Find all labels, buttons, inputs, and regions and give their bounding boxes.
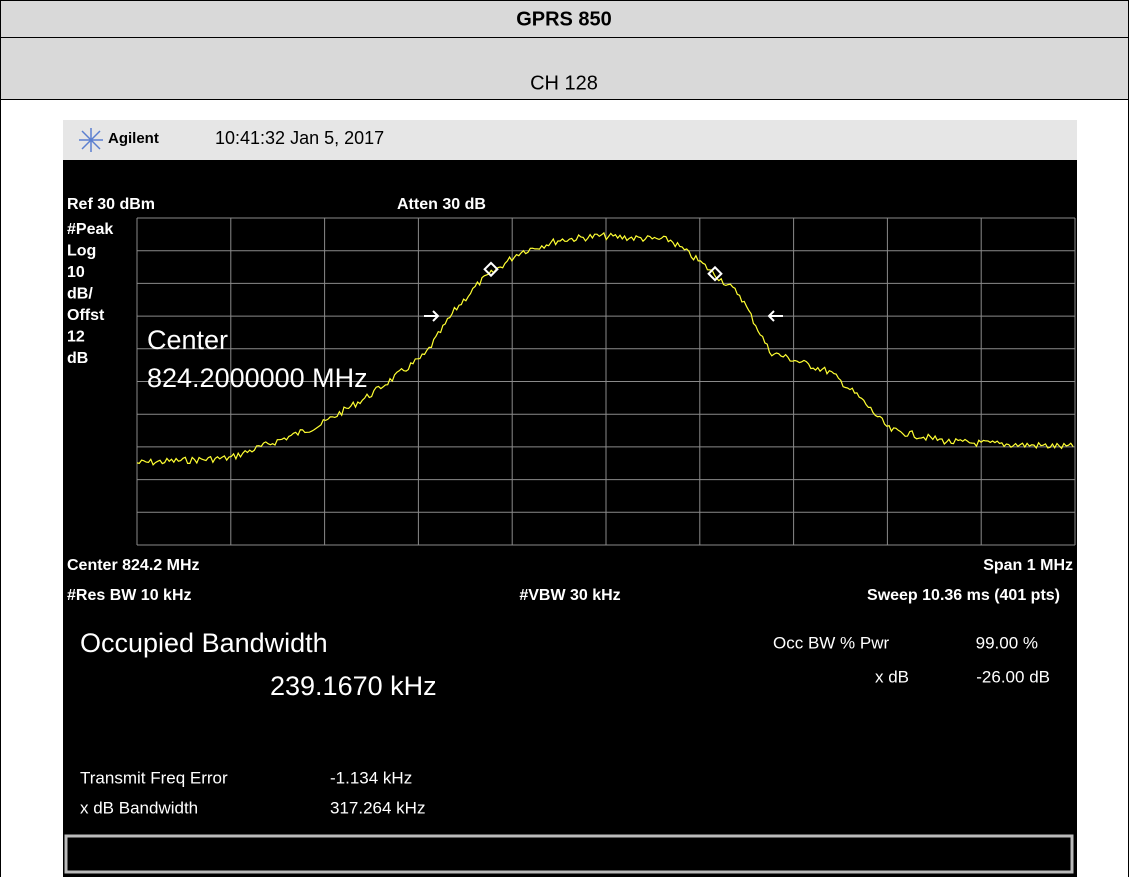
channel: CH 128 bbox=[530, 72, 598, 94]
title-row bbox=[0, 0, 1129, 38]
scale-label: dB/ bbox=[67, 286, 93, 303]
markers bbox=[424, 261, 783, 322]
scale-label: 10 bbox=[67, 264, 85, 281]
xdb-bw-label: x dB Bandwidth bbox=[80, 798, 198, 817]
brand: Agilent bbox=[108, 130, 159, 147]
center-overlay: 824.2000000 MHz bbox=[147, 363, 368, 393]
xdb-label: x dB bbox=[875, 667, 909, 686]
freq-error-value: -1.134 kHz bbox=[330, 768, 412, 787]
freq-error-label: Transmit Freq Error bbox=[80, 768, 228, 787]
scale-label: Log bbox=[67, 243, 96, 260]
scale-label: Offst bbox=[67, 307, 105, 324]
vbw: #VBW 30 kHz bbox=[519, 587, 620, 604]
screen bbox=[63, 120, 1077, 877]
attenuation: Atten 30 dB bbox=[397, 196, 486, 213]
sweep: Sweep 10.36 ms (401 pts) bbox=[867, 587, 1060, 604]
occ-label: Occ BW % Pwr bbox=[773, 633, 890, 652]
channel-row bbox=[0, 37, 1129, 100]
xdb-value: -26.00 dB bbox=[976, 667, 1050, 686]
center-freq: Center 824.2 MHz bbox=[67, 557, 200, 574]
measurement-result: 239.1670 kHz bbox=[270, 671, 437, 701]
measurement-name: Occupied Bandwidth bbox=[80, 628, 328, 658]
title: GPRS 850 bbox=[516, 8, 612, 30]
graticule bbox=[136, 217, 1076, 546]
xdb-bw-value: 317.264 kHz bbox=[330, 798, 425, 817]
ref-level: Ref 30 dBm bbox=[67, 196, 155, 213]
timestamp: 10:41:32 Jan 5, 2017 bbox=[215, 128, 384, 148]
screen-topbar bbox=[63, 120, 1077, 160]
logo bbox=[79, 128, 103, 152]
trace bbox=[136, 231, 1074, 466]
res-bw: #Res BW 10 kHz bbox=[67, 587, 192, 604]
span: Span 1 MHz bbox=[983, 557, 1073, 574]
scale-label: dB bbox=[67, 350, 88, 367]
scale-label: #Peak bbox=[67, 221, 113, 238]
occ-value: 99.00 % bbox=[976, 633, 1038, 652]
status-bar bbox=[64, 834, 1074, 874]
scale-label: 12 bbox=[67, 329, 85, 346]
center-overlay: Center bbox=[147, 325, 228, 355]
